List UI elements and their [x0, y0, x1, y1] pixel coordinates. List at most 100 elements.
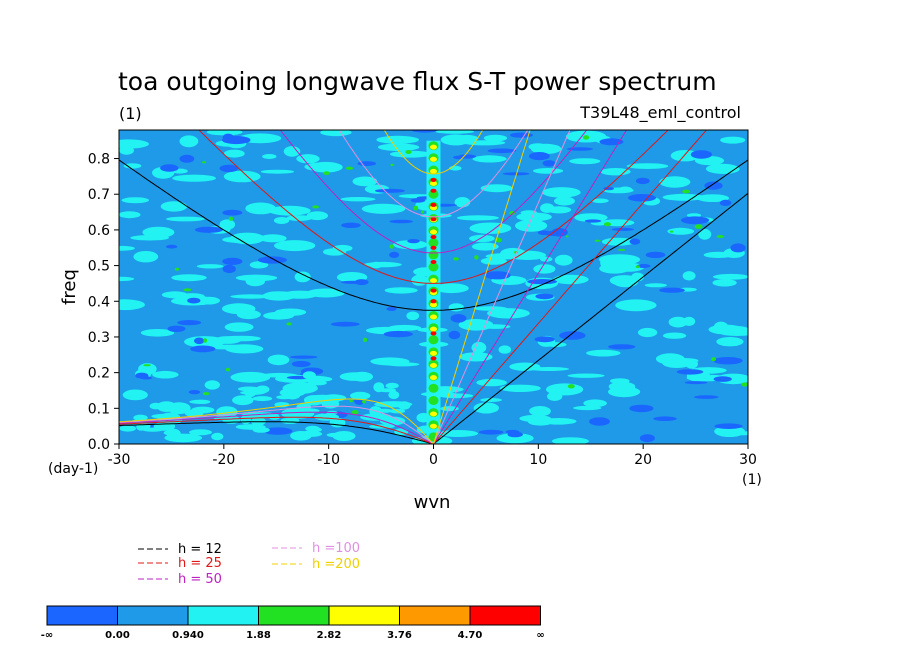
heatmap-cell [387, 324, 422, 331]
x-tick-label: 30 [739, 452, 757, 468]
heatmap-cell [430, 181, 437, 186]
heatmap-cell [189, 429, 212, 436]
x-tick-label: -30 [108, 452, 131, 468]
heatmap-cell [659, 287, 685, 293]
heatmap-cell [430, 411, 437, 417]
heatmap-cell [567, 384, 575, 389]
heatmap-cell [542, 187, 581, 198]
heatmap-cell [244, 387, 257, 398]
heatmap-cell [349, 399, 353, 403]
heatmap-cell [631, 272, 644, 282]
heatmap-cell [245, 276, 265, 287]
heatmap-cell [458, 319, 494, 331]
heatmap-cell [628, 194, 656, 202]
heatmap-cell [225, 367, 231, 372]
heatmap-cell [712, 279, 737, 287]
heatmap-cell [221, 335, 261, 342]
heatmap-cell [637, 327, 658, 338]
rossby-curve-h100 [119, 405, 434, 444]
heatmap-cell [142, 226, 175, 238]
heatmap-cell [684, 381, 708, 385]
x-tick-label: 20 [634, 452, 652, 468]
heatmap-cell [566, 147, 594, 151]
colorbar-segment [469, 605, 541, 626]
heatmap-cell [505, 429, 520, 434]
heatmap-cell [351, 410, 359, 415]
heatmap-cell [533, 264, 556, 274]
y-tick-label: 0.7 [88, 187, 110, 203]
heatmap-cell [551, 437, 589, 444]
heatmap-cell [166, 428, 181, 439]
heatmap-cell [430, 326, 437, 332]
heatmap-cell [223, 170, 261, 183]
colorbar-level-label: 0.00 [105, 630, 130, 641]
heatmap-cell [705, 163, 740, 174]
heatmap-cell [583, 399, 607, 408]
chart-subtitle-right: T39L48_eml_control [579, 103, 741, 123]
heatmap-cell [667, 227, 695, 235]
rossby-curve-h12 [119, 421, 434, 444]
heatmap-cell [363, 337, 368, 342]
heatmap-cell [730, 243, 746, 253]
heatmap-cell [682, 189, 691, 194]
heatmap-cell [696, 194, 730, 203]
y-unit-label: (day-1) [48, 461, 98, 477]
heatmap-cell [230, 232, 265, 245]
heatmap-cell [533, 168, 564, 174]
heatmap-cell [377, 143, 420, 151]
heatmap-cell [662, 332, 687, 339]
heatmap-cell [203, 338, 207, 343]
heatmap-cell [480, 257, 507, 265]
kelvin-curve-h25 [433, 130, 708, 444]
heatmap-cell [406, 311, 420, 321]
kelvin-curve-h100 [433, 130, 571, 444]
heatmap-cell [222, 264, 236, 274]
heatmap-cell [123, 163, 142, 169]
heatmap-cell [133, 414, 148, 421]
heatmap-cell [698, 228, 712, 240]
heatmap-cell [662, 193, 706, 201]
heatmap-cell [187, 297, 201, 304]
heatmap-cell [639, 434, 655, 443]
heatmap-cell [617, 248, 626, 251]
heatmap-cell [430, 202, 437, 207]
heatmap-cell [345, 166, 354, 170]
heatmap-cell [615, 299, 657, 312]
heatmap-cell [682, 271, 696, 281]
heatmap-cell [611, 227, 635, 231]
legend-label-h25: h = 25 [178, 556, 222, 571]
heatmap-cell [172, 174, 217, 182]
heatmap-cell [177, 320, 202, 326]
heatmap-cell [589, 417, 610, 426]
heatmap-cell [230, 294, 272, 299]
heatmap-cell [320, 130, 352, 137]
y-tick-label: 0.4 [88, 294, 110, 310]
heatmap-cell [430, 299, 437, 304]
heatmap-cell [191, 406, 215, 414]
heatmap-cell [286, 215, 312, 222]
heatmap-cell [645, 251, 666, 259]
heatmap-cell [252, 427, 270, 433]
x-tick-label: -10 [317, 452, 340, 468]
heatmap-cell [384, 287, 418, 294]
y-axis-label: freq [59, 269, 80, 305]
heatmap-cell [626, 163, 669, 170]
heatmap-cell [194, 337, 205, 345]
heatmap-cell [509, 211, 515, 215]
heatmap-cell [428, 238, 439, 248]
heatmap-cell [428, 189, 439, 199]
heatmap-cell [448, 330, 461, 340]
heatmap-cell [711, 357, 716, 362]
colorbar-segment [258, 605, 330, 626]
heatmap-cell [309, 161, 343, 173]
heatmap-cell [379, 416, 406, 426]
heatmap-cell [263, 427, 293, 435]
heatmap-cell [430, 229, 437, 235]
heatmap-cell [255, 385, 270, 394]
heatmap-cell [167, 325, 186, 332]
heatmap-cell [430, 363, 437, 368]
rossby-curve-h200 [119, 398, 434, 444]
heatmap-cell [599, 263, 630, 274]
heatmap-cell [340, 197, 376, 202]
colorbar-level-label: 4.70 [458, 630, 483, 641]
